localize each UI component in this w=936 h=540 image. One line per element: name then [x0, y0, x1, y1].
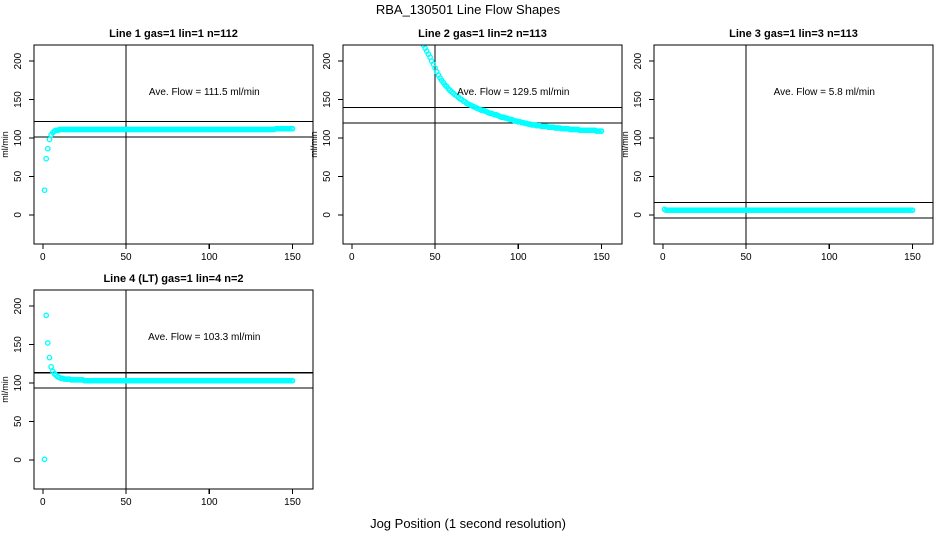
x-tick-label: 50 — [120, 252, 132, 263]
data-points-group — [420, 40, 605, 134]
y-tick-label: 0 — [322, 212, 333, 218]
y-axis-unit-label: ml/min — [0, 376, 10, 403]
data-point — [46, 136, 53, 143]
data-points-group — [661, 206, 916, 214]
subplots-group: 0 50 100 150 0 50 100 150 200 ml/min Line 1 gas=1 … — [0, 28, 934, 508]
x-tick-label: 100 — [201, 252, 218, 263]
subplot-4: 0 50 100 150 0 50 100 150 200 ml/min Line 4 (LT) g… — [0, 273, 314, 508]
x-tick-label: 0 — [660, 252, 666, 263]
ave-flow-annotation: Ave. Flow = 111.5 ml/min — [149, 87, 260, 98]
subplot-2: 0 50 100 150 0 50 100 150 200 ml/min Line 2 gas=1 … — [309, 28, 623, 263]
y-axis-unit-label: ml/min — [0, 131, 10, 158]
x-tick-label: 100 — [201, 497, 218, 508]
x-tick-label: 150 — [284, 252, 301, 263]
subplot-title: Line 2 gas=1 lin=2 n=113 — [418, 28, 547, 40]
main-title: RBA_130501 Line Flow Shapes — [376, 2, 561, 17]
y-tick-label: 100 — [322, 129, 333, 146]
x-tick-label: 100 — [821, 252, 838, 263]
y-tick-label: 50 — [13, 415, 24, 427]
data-point — [420, 40, 424, 44]
x-tick-label: 150 — [593, 252, 610, 263]
data-point — [43, 312, 50, 319]
data-point — [289, 377, 296, 384]
y-tick-label: 0 — [13, 457, 24, 463]
data-point — [44, 340, 51, 346]
x-tick-label: 150 — [904, 252, 921, 263]
subplot-title: Line 4 (LT) gas=1 lin=4 n=2 — [103, 273, 243, 285]
x-tick-label: 0 — [349, 252, 355, 263]
data-point — [41, 456, 48, 463]
data-point — [44, 145, 51, 152]
y-tick-label: 100 — [13, 129, 24, 146]
plot-frame — [33, 44, 314, 245]
ave-flow-annotation: Ave. Flow = 103.3 ml/min — [148, 332, 260, 343]
data-point — [41, 187, 48, 194]
x-axis-label: Jog Position (1 second resolution) — [370, 516, 566, 531]
y-tick-label: 200 — [633, 52, 644, 69]
x-tick-label: 0 — [40, 497, 46, 508]
y-tick-label: 50 — [13, 170, 24, 182]
ave-flow-annotation: Ave. Flow = 129.5 ml/min — [457, 87, 569, 98]
subplot-3: 0 50 100 150 0 50 100 150 200 ml/min Line 3 gas=1 … — [620, 28, 934, 263]
y-tick-label: 150 — [13, 336, 24, 353]
ave-flow-annotation: Ave. Flow = 5.8 ml/min — [774, 87, 875, 98]
y-tick-label: 100 — [13, 374, 24, 391]
data-points-group — [41, 312, 296, 463]
y-tick-label: 150 — [13, 91, 24, 108]
y-tick-label: 150 — [322, 91, 333, 108]
y-axis-unit-label: ml/min — [309, 131, 319, 158]
data-point — [43, 155, 50, 162]
subplot-title: Line 1 gas=1 lin=1 n=112 — [109, 28, 238, 40]
data-point — [289, 125, 296, 132]
y-tick-label: 200 — [322, 52, 333, 69]
data-point — [909, 207, 916, 214]
y-tick-label: 100 — [633, 129, 644, 146]
x-tick-label: 0 — [40, 252, 46, 263]
plot-frame — [33, 289, 314, 490]
data-point — [46, 354, 53, 361]
plot-frame — [342, 44, 623, 245]
y-tick-label: 200 — [13, 52, 24, 69]
data-point — [48, 363, 54, 370]
y-tick-label: 0 — [13, 212, 24, 218]
y-tick-label: 150 — [633, 91, 644, 108]
x-tick-label: 50 — [120, 497, 132, 508]
data-points-group — [41, 125, 296, 194]
x-tick-label: 100 — [510, 252, 527, 263]
data-point — [598, 128, 605, 134]
x-tick-label: 50 — [740, 252, 752, 263]
y-tick-label: 0 — [633, 212, 644, 218]
x-tick-label: 150 — [284, 497, 301, 508]
y-tick-label: 50 — [633, 170, 644, 182]
y-axis-unit-label: ml/min — [620, 131, 630, 158]
subplot-1: 0 50 100 150 0 50 100 150 200 ml/min Line 1 gas=1 … — [0, 28, 314, 263]
y-tick-label: 50 — [322, 170, 333, 182]
subplot-title: Line 3 gas=1 lin=3 n=113 — [729, 28, 858, 40]
x-tick-label: 50 — [429, 252, 441, 263]
plot-frame — [653, 44, 934, 245]
y-tick-label: 200 — [13, 297, 24, 314]
